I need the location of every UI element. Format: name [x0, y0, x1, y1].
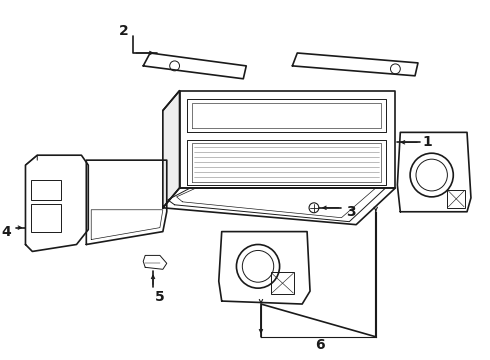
Polygon shape: [219, 231, 310, 304]
Text: 2: 2: [119, 24, 128, 38]
Text: 3: 3: [346, 205, 356, 219]
Polygon shape: [163, 91, 179, 208]
Text: 1: 1: [423, 135, 433, 149]
Polygon shape: [397, 132, 471, 212]
Polygon shape: [143, 53, 246, 79]
Polygon shape: [25, 155, 88, 251]
Polygon shape: [293, 53, 418, 76]
Text: 4: 4: [1, 225, 11, 239]
Polygon shape: [143, 255, 167, 269]
Polygon shape: [86, 160, 167, 244]
Polygon shape: [163, 188, 395, 225]
Text: 6: 6: [315, 338, 325, 352]
Text: 5: 5: [155, 290, 165, 304]
Polygon shape: [179, 91, 395, 188]
